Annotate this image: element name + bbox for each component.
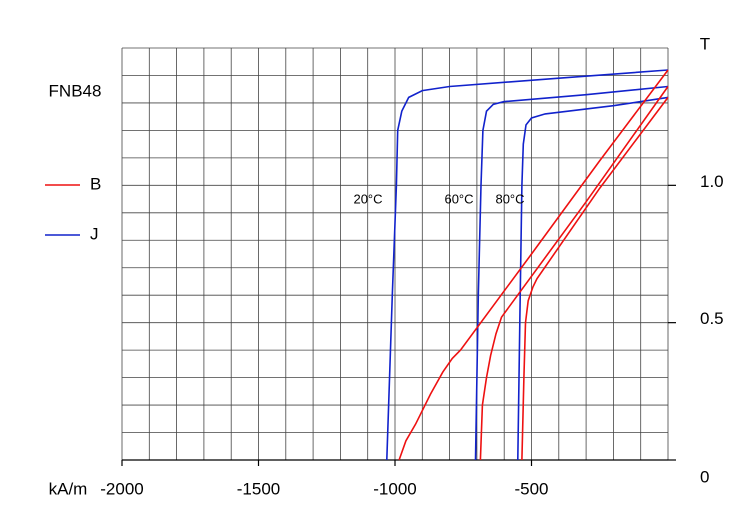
annotation: 20°C [353,191,382,206]
x-tick-label: -1000 [373,479,416,498]
curve [474,85,669,461]
curve [386,69,669,461]
chart-title: FNB48 [49,81,102,100]
x-tick-label: -1500 [237,479,280,498]
curve [521,96,669,461]
y-axis-label: T [700,34,710,53]
x-tick-label: -500 [514,479,548,498]
y-tick-label: 1.0 [700,172,724,191]
legend-label: J [90,224,99,243]
curve [479,86,669,461]
annotation: 60°C [444,191,473,206]
curve [517,96,669,461]
x-axis-label: kA/m [49,479,88,498]
annotation: 80°C [495,191,524,206]
y-tick-label: 0.5 [700,309,724,328]
x-tick-label: -2000 [100,479,143,498]
curve [398,69,669,461]
legend-label: B [90,174,101,193]
y-tick-label: 0 [700,467,709,486]
